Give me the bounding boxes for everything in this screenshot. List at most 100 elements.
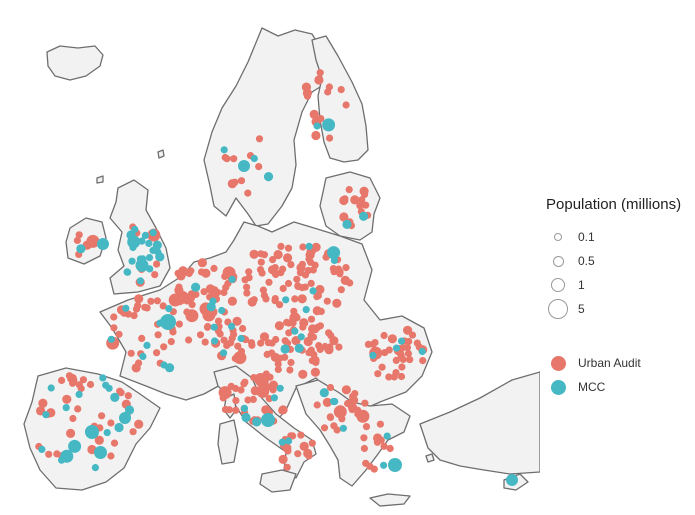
mcc-city-dot [220, 349, 228, 357]
urban-audit-city-dot [245, 274, 253, 282]
urban-audit-city-dot [322, 397, 332, 407]
mcc-city-dot [91, 464, 99, 472]
mcc-city-dot [240, 404, 249, 412]
mcc-city-dot [191, 282, 201, 292]
urban-audit-city-dot [73, 236, 81, 244]
island-shape [157, 149, 165, 159]
urban-audit-city-dot [74, 405, 82, 413]
urban-audit-city-dot [279, 265, 287, 273]
urban-audit-swatch [550, 355, 566, 371]
mcc-city-dot [392, 344, 401, 352]
urban-audit-city-dot [303, 448, 313, 458]
urban-audit-city-dot [107, 452, 115, 460]
urban-audit-city-dot [348, 406, 356, 414]
urban-audit-city-dot [397, 349, 405, 357]
urban-audit-city-dot [77, 384, 85, 393]
urban-audit-city-dot [185, 336, 193, 344]
mcc-city-dot [149, 229, 157, 237]
legend-source-row: Urban Audit [546, 351, 694, 375]
urban-audit-city-dot [241, 378, 249, 386]
mcc-city-dot [282, 296, 290, 304]
urban-audit-city-dot [276, 354, 284, 362]
urban-audit-city-dot [362, 423, 371, 431]
urban-audit-city-dot [221, 153, 229, 162]
urban-audit-city-dot [337, 286, 345, 294]
urban-audit-city-dot [387, 334, 397, 344]
legend-source-label: MCC [578, 380, 606, 394]
urban-audit-city-dot [153, 260, 161, 268]
urban-audit-city-dot [153, 297, 161, 305]
urban-audit-city-dot [273, 250, 283, 260]
mcc-city-dot [285, 437, 293, 445]
urban-audit-city-dot [306, 258, 315, 266]
urban-audit-city-dot [329, 265, 337, 273]
urban-audit-city-dot [419, 357, 427, 365]
urban-audit-city-dot [327, 332, 335, 340]
urban-audit-city-dot [346, 279, 354, 287]
mcc-city-dot [397, 337, 406, 345]
urban-audit-city-dot [283, 318, 291, 326]
urban-audit-city-dot [188, 301, 196, 309]
urban-audit-city-dot [183, 308, 191, 316]
urban-audit-city-dot [247, 339, 256, 347]
urban-audit-city-dot [342, 101, 350, 109]
urban-audit-city-dot [356, 202, 364, 210]
urban-audit-city-dot [366, 462, 374, 470]
sardinia-shape [217, 419, 239, 465]
urban-audit-city-dot [278, 407, 286, 415]
mcc-city-dot [122, 304, 130, 312]
urban-audit-city-dot [315, 342, 323, 350]
urban-audit-city-dot [316, 322, 324, 330]
urban-audit-city-dot [339, 195, 349, 206]
urban-audit-city-dot [210, 264, 218, 272]
urban-audit-city-dot [143, 304, 151, 312]
urban-audit-city-dot [216, 330, 224, 338]
urban-audit-city-dot [287, 358, 295, 367]
urban-audit-city-dot [378, 363, 386, 371]
urban-audit-city-dot [249, 395, 257, 403]
urban-audit-city-dot [249, 249, 259, 259]
island-shape [425, 453, 435, 463]
urban-audit-city-dot [274, 365, 282, 374]
legend-size-title: Population (millions) [546, 196, 682, 213]
urban-audit-city-dot [326, 383, 335, 392]
urban-audit-city-dot [356, 409, 370, 423]
urban-audit-city-dot [167, 338, 175, 346]
urban-audit-city-dot [239, 324, 247, 333]
mcc-city-dot [359, 211, 369, 221]
urban-audit-city-dot [317, 307, 325, 315]
urban-audit-city-dot [265, 278, 273, 286]
urban-audit-city-dot [86, 234, 100, 248]
mcc-city-dot [76, 244, 86, 254]
legend-size-row: 5 [546, 297, 694, 321]
urban-audit-city-dot [339, 212, 349, 222]
mcc-city-dot [313, 122, 321, 130]
urban-audit-city-dot [237, 386, 245, 394]
urban-audit-city-dot [299, 318, 309, 328]
urban-audit-city-dot [392, 356, 400, 364]
urban-audit-city-dot [151, 271, 159, 279]
urban-audit-city-dot [360, 444, 368, 453]
urban-audit-city-dot [219, 394, 227, 402]
mcc-city-dot [297, 333, 305, 341]
urban-audit-city-dot [392, 369, 400, 377]
urban-audit-city-dot [311, 130, 321, 141]
crete-shape [369, 493, 411, 507]
mcc-city-dot [228, 322, 236, 330]
urban-audit-city-dot [307, 279, 315, 287]
urban-audit-city-dot [317, 115, 325, 123]
urban-audit-city-dot [192, 290, 200, 298]
mcc-city-dot [380, 461, 388, 469]
great-britain-shape [109, 179, 171, 295]
sicily-shape [259, 469, 297, 493]
urban-audit-city-dot [284, 447, 292, 455]
iceland-shape [46, 45, 104, 81]
urban-audit-city-dot [58, 376, 66, 384]
urban-audit-city-dot [298, 284, 306, 292]
mcc-city-dot [160, 314, 176, 330]
urban-audit-city-dot [62, 394, 72, 404]
urban-audit-city-dot [337, 86, 345, 94]
urban-audit-city-dot [326, 134, 334, 142]
legend-source-label: Urban Audit [578, 356, 641, 370]
mcc-city-dot [75, 390, 83, 398]
